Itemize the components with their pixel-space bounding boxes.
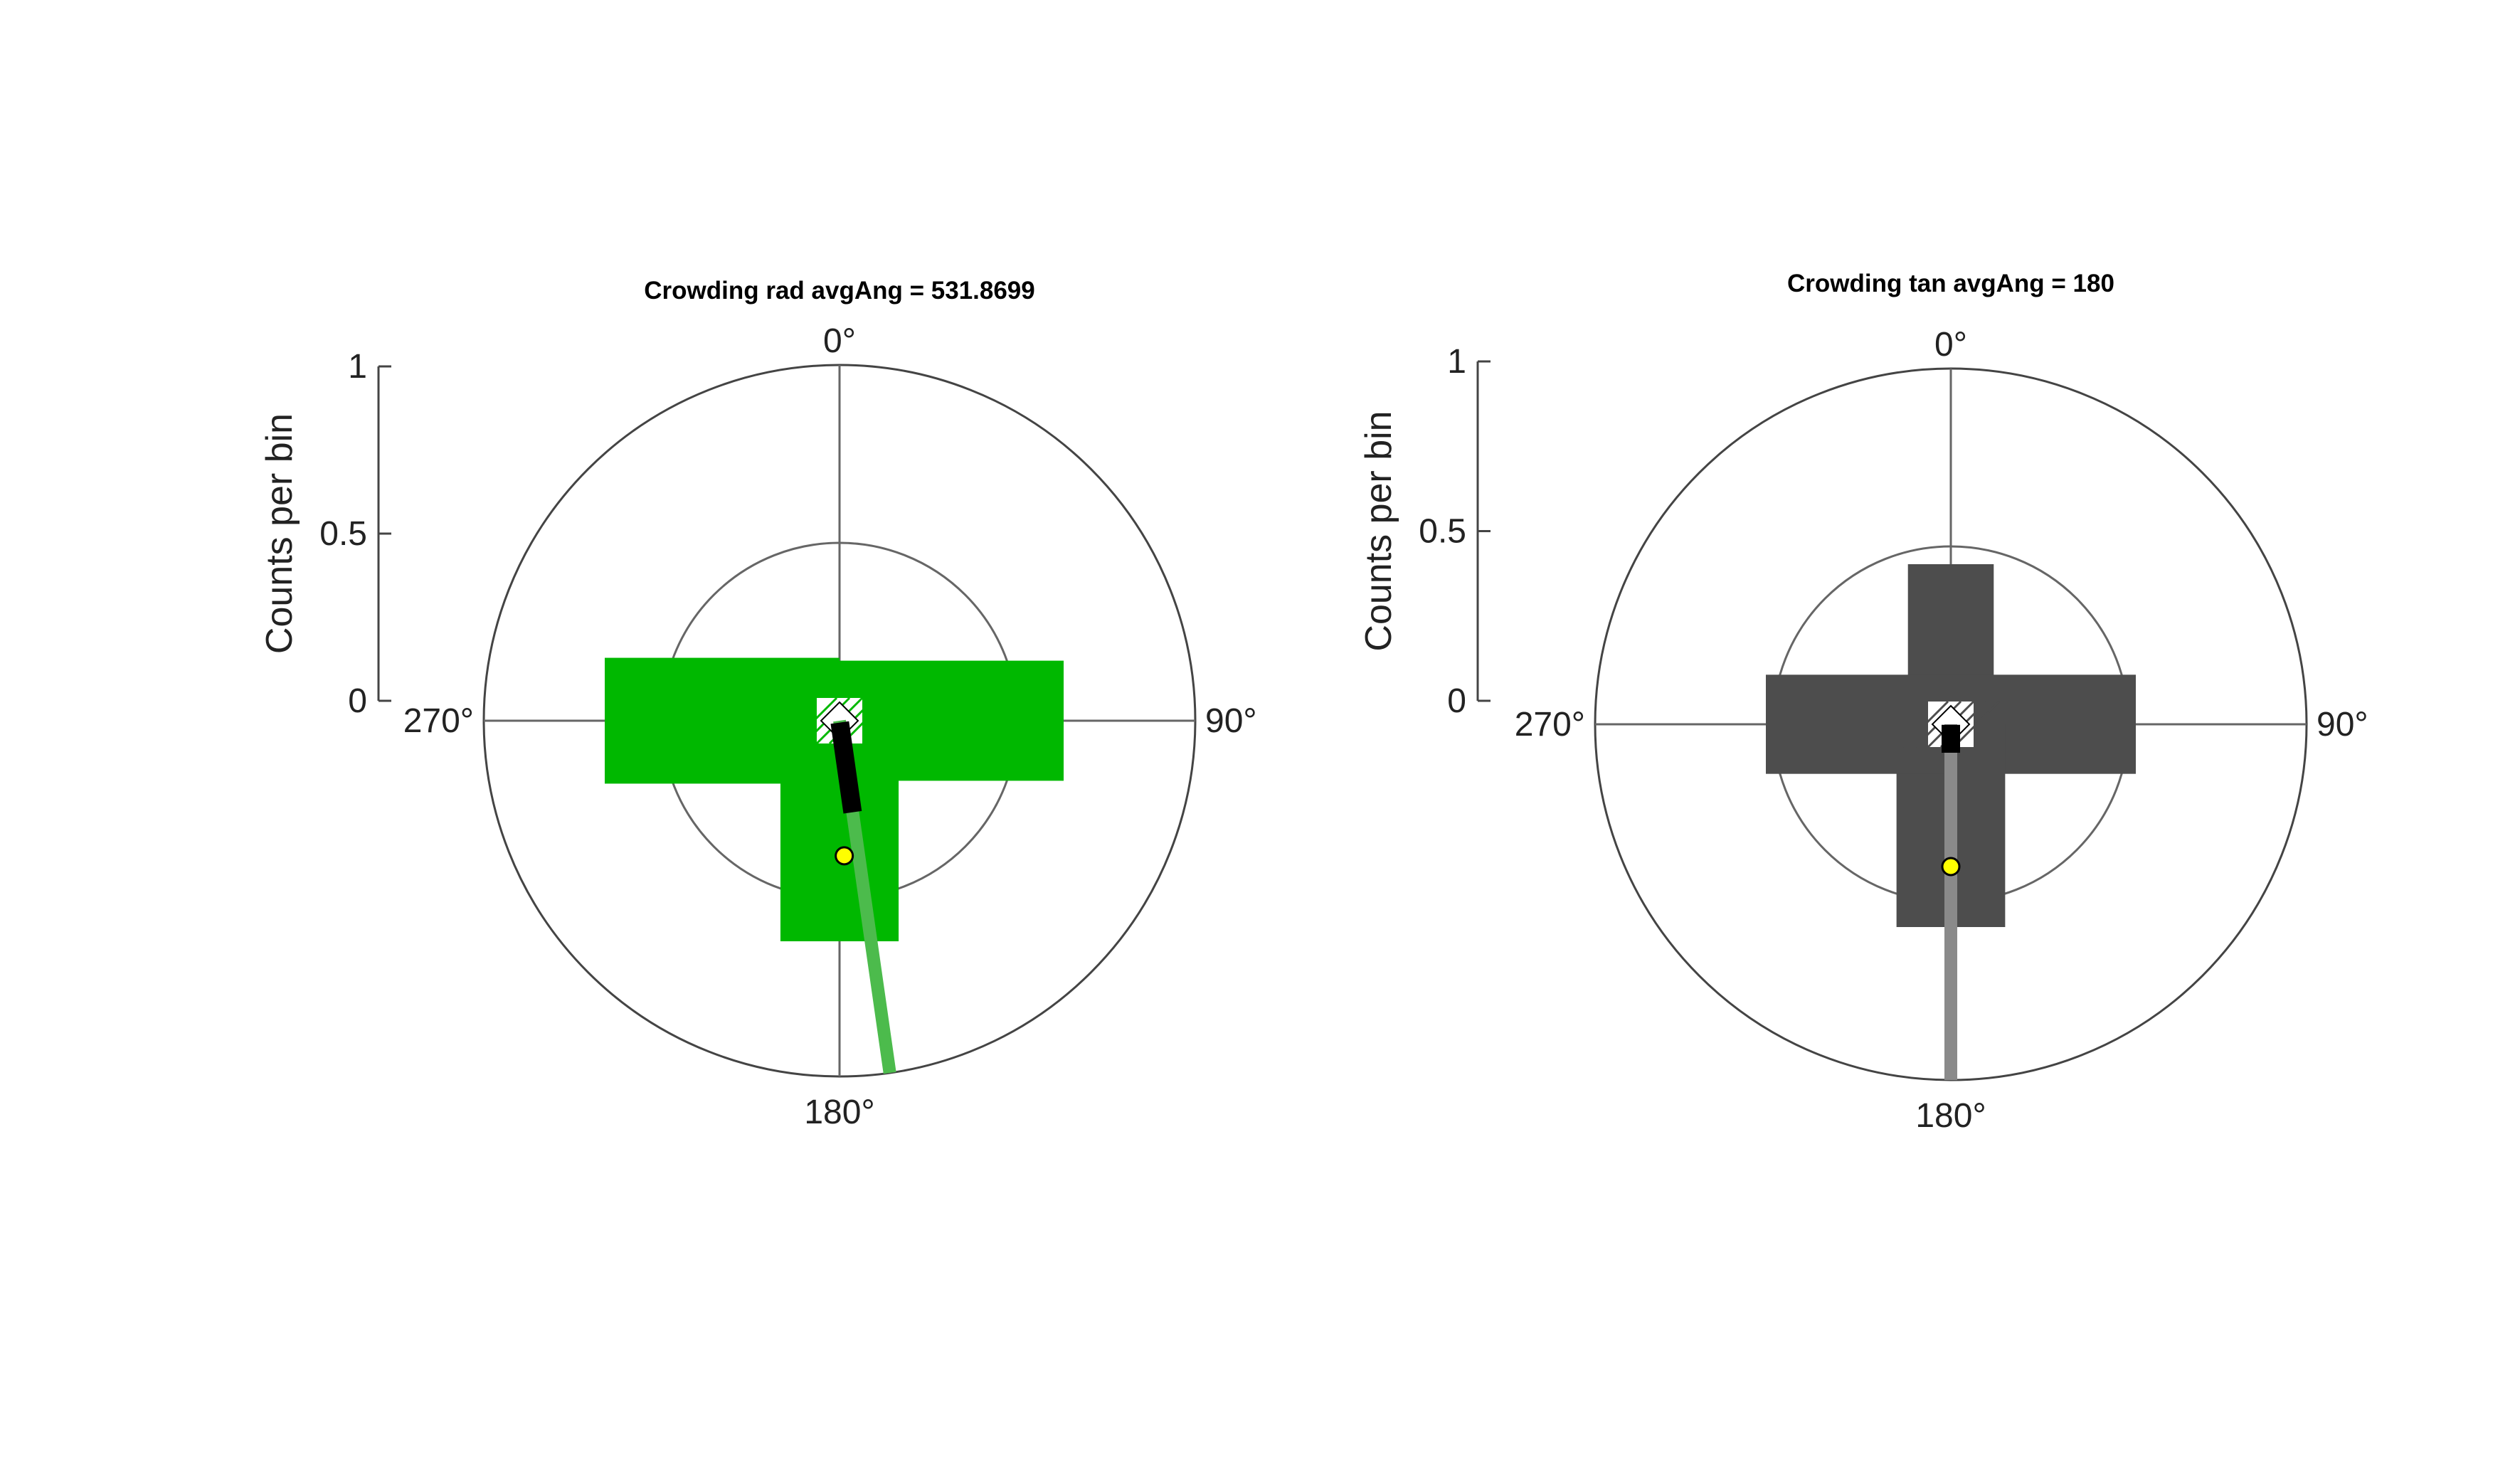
radial-axis-tan: 00.51 — [1419, 343, 1491, 720]
angle-label-tan-90: 90° — [2317, 706, 2368, 743]
angle-labels-rad: 0° 90° 180° 270° — [403, 322, 1257, 1131]
radial-tick-label-rad: 1 — [348, 348, 367, 386]
y-axis-label-tan: Counts per bin — [1358, 411, 1399, 651]
y-axis-label-rad: Counts per bin — [259, 413, 300, 654]
radial-tick-label-rad: 0.5 — [319, 515, 367, 553]
chart-title-rad: Crowding rad avgAng = 531.8699 — [644, 277, 1035, 305]
radial-tick-label-tan: 0.5 — [1419, 513, 1466, 551]
mean-vector-rad — [830, 721, 862, 814]
center-hatch-tan — [1952, 700, 2001, 748]
histogram-bars-rad — [605, 657, 1064, 941]
center-hatch-tan — [1901, 700, 1949, 748]
overlays-tan — [1901, 700, 2001, 1080]
angle-label-tan-0: 0° — [1934, 326, 1967, 364]
overlays-rad — [790, 697, 896, 1074]
angle-label-rad-90: 90° — [1205, 702, 1257, 740]
mean-marker-tan — [1941, 857, 1961, 877]
bar-tan-270 — [1766, 674, 1951, 774]
angle-labels-tan: 0° 90° 180° 270° — [1515, 326, 2368, 1135]
radial-tick-label-rad: 0 — [348, 682, 367, 720]
angle-label-rad-270: 270° — [403, 702, 474, 740]
radial-tick-label-tan: 1 — [1447, 343, 1466, 381]
center-hatch-rad — [790, 697, 838, 745]
angle-label-rad-180: 180° — [804, 1094, 874, 1131]
bar-rad-270 — [605, 657, 840, 784]
radial-tick-label-tan: 0 — [1447, 682, 1466, 720]
angle-label-rad-0: 0° — [823, 322, 856, 360]
radial-axis-rad: 00.51 — [319, 348, 391, 720]
mean-marker-rad — [835, 846, 854, 866]
panel-rad: 00.51 Crowding rad avgAng = 531.8699 Cou… — [259, 277, 1257, 1131]
panel-tan: 00.51 Crowding tan avgAng = 180 Counts p… — [1358, 270, 2368, 1135]
chart-title-tan: Crowding tan avgAng = 180 — [1787, 270, 2114, 297]
angle-label-tan-270: 270° — [1515, 706, 1585, 743]
angle-label-tan-180: 180° — [1915, 1097, 1986, 1135]
